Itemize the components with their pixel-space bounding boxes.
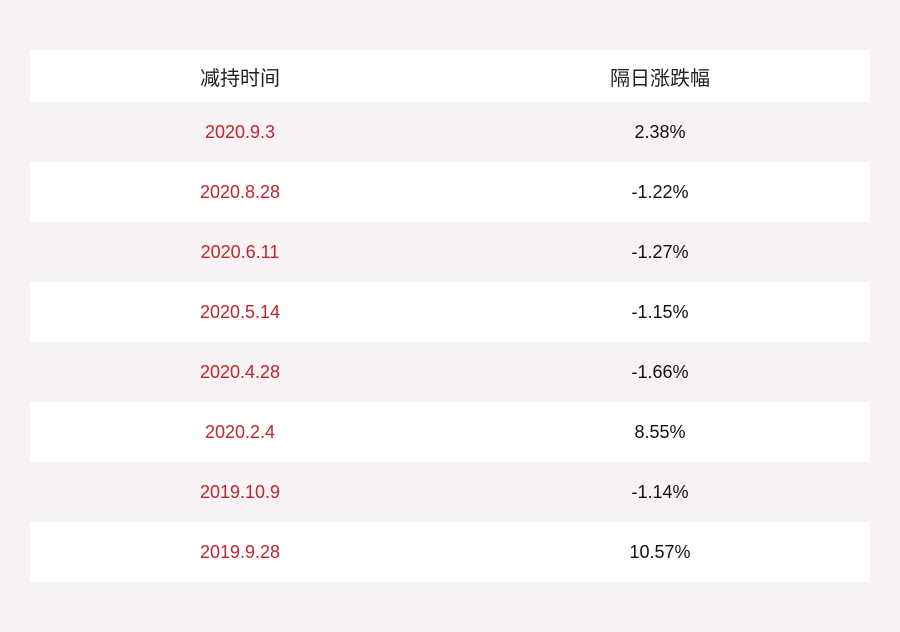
change-cell: -1.27% — [631, 241, 689, 262]
date-cell: 2020.5.14 — [199, 301, 281, 322]
table-row: 2020.5.14 -1.15% — [30, 282, 870, 342]
reduction-table: 减持时间 隔日涨跌幅 2020.9.3 2.38% 2020.8.28 -1.2… — [30, 50, 870, 582]
change-cell: 2.38% — [634, 121, 686, 142]
table-header: 减持时间 隔日涨跌幅 — [30, 50, 870, 102]
table-row: 2020.8.28 -1.22% — [30, 162, 870, 222]
change-cell: 10.57% — [629, 541, 691, 562]
table-row: 2020.2.4 8.55% — [30, 402, 870, 462]
date-cell: 2019.10.9 — [199, 481, 281, 502]
date-cell: 2020.8.28 — [199, 181, 281, 202]
table-row: 2019.9.28 10.57% — [30, 522, 870, 582]
header-reduction-time: 减持时间 — [200, 65, 280, 90]
date-cell: 2019.9.28 — [199, 541, 281, 562]
change-cell: -1.66% — [631, 361, 689, 382]
date-cell: 2020.2.4 — [204, 421, 276, 442]
change-cell: -1.22% — [631, 181, 689, 202]
change-cell: -1.14% — [631, 481, 689, 502]
change-cell: -1.15% — [631, 301, 689, 322]
date-cell: 2020.6.11 — [200, 241, 280, 262]
header-next-day-change: 隔日涨跌幅 — [610, 65, 710, 90]
table-row: 2019.10.9 -1.14% — [30, 462, 870, 522]
date-cell: 2020.9.3 — [204, 121, 276, 142]
table-row: 2020.4.28 -1.66% — [30, 342, 870, 402]
table-row: 2020.9.3 2.38% — [30, 102, 870, 162]
table-row: 2020.6.11 -1.27% — [30, 222, 870, 282]
change-cell: 8.55% — [634, 421, 686, 442]
date-cell: 2020.4.28 — [199, 361, 281, 382]
